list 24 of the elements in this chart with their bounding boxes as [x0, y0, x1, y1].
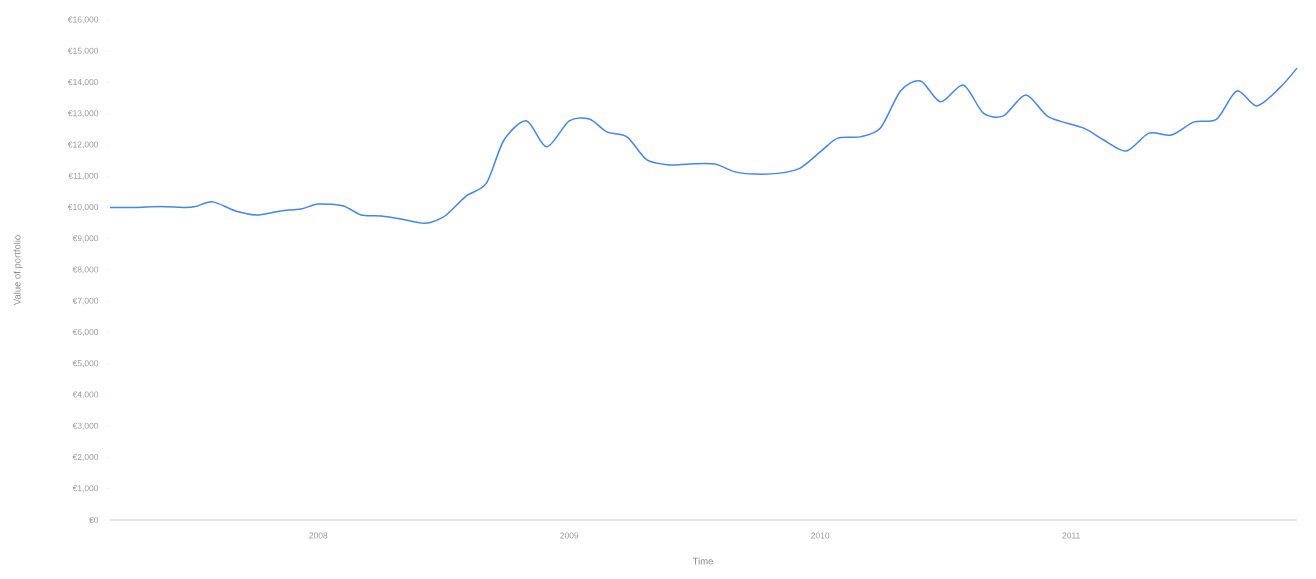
- y-tick-label: €4,000: [72, 391, 99, 399]
- x-tick-label: 2010: [811, 532, 830, 539]
- y-tick-label: €11,000: [68, 172, 99, 180]
- y-tick-label: €12,000: [67, 141, 99, 149]
- y-axis-title: Value of portfolio: [13, 235, 23, 306]
- x-tick-label: 2009: [560, 532, 579, 539]
- y-tick-label: €3,000: [72, 422, 99, 430]
- line-series: [109, 67, 1298, 224]
- y-tick-label: €0: [89, 517, 99, 523]
- y-tick-label: €5,000: [72, 360, 99, 368]
- x-tick-label: 2011: [1062, 532, 1080, 539]
- x-tick-label: 2008: [309, 532, 328, 539]
- y-tick-label: €13,000: [67, 110, 99, 118]
- y-tick-label: €9,000: [72, 235, 99, 243]
- y-tick-label: €8,000: [72, 266, 99, 274]
- y-tick-label: €6,000: [72, 329, 99, 336]
- y-tick-label: €10,000: [67, 204, 99, 211]
- y-tick-label: €1,000: [72, 485, 99, 493]
- x-axis-title: Time: [692, 557, 713, 565]
- y-tick-label: €7,000: [72, 297, 99, 305]
- y-tick-label: €2,000: [72, 454, 99, 461]
- y-tick-label: €14,000: [67, 79, 99, 86]
- y-tick-label: €15,000: [67, 47, 99, 55]
- y-tick-label: €16,000: [67, 16, 99, 24]
